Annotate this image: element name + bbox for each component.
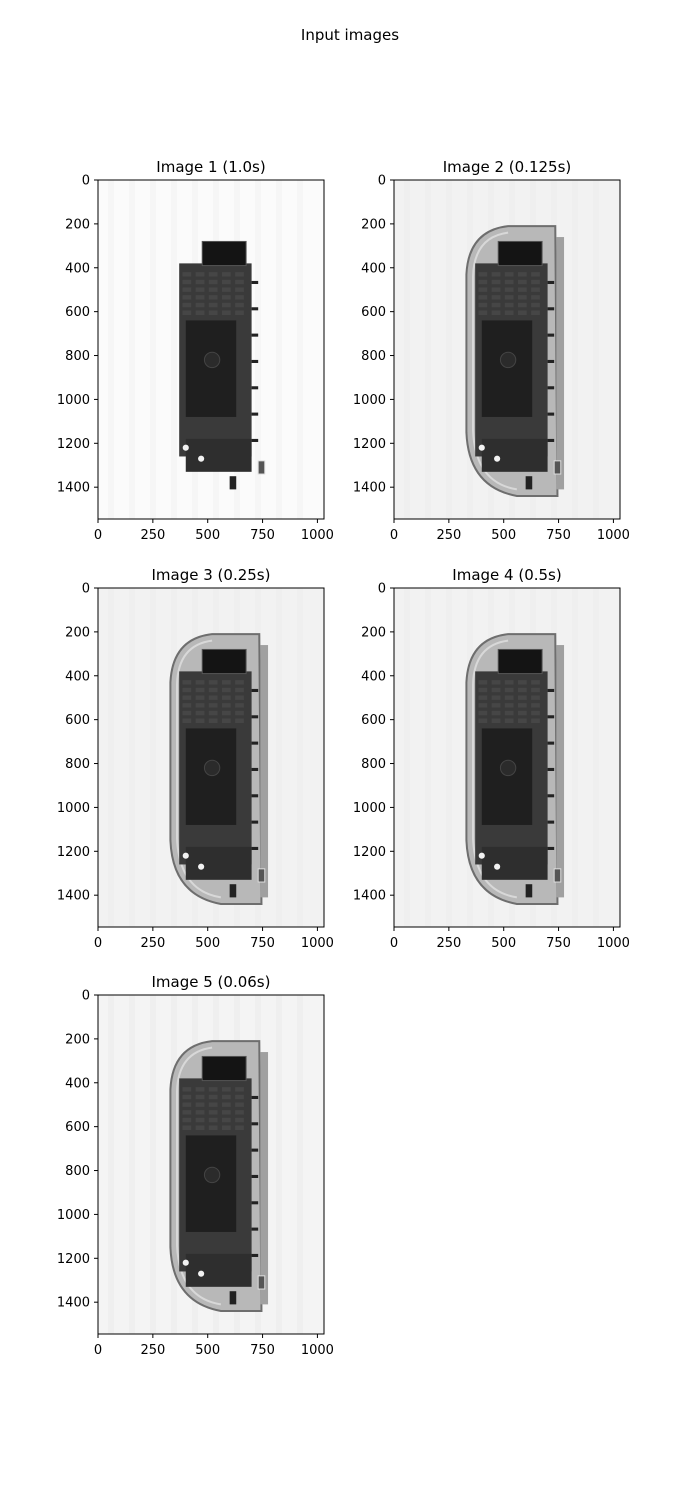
figure-title: Input images [300,26,400,44]
panel-2: Image 2 (0.125s) 0 250 500 750 1000 0 200 400 600… [334,150,640,563]
x-tick-label: 1000 [301,528,334,543]
x-tick-label: 0 [94,936,102,951]
y-tick-label: 0 [378,174,386,189]
xray-image [465,225,565,497]
y-tick-label: 800 [65,757,90,772]
y-tick-label: 1200 [57,1252,90,1267]
y-tick-label: 1200 [57,437,90,452]
y-tick-label: 400 [65,669,90,684]
y-tick-label: 400 [361,261,386,276]
x-tick-label: 1000 [301,936,334,951]
y-tick-label: 1000 [57,393,90,408]
y-tick-label: 800 [65,349,90,364]
y-tick-label: 200 [361,625,386,640]
y-tick-label: 600 [361,713,386,728]
y-tick-label: 200 [361,217,386,232]
y-tick-label: 1400 [57,889,90,904]
x-tick-label: 250 [140,936,165,951]
x-tick-label: 250 [140,528,165,543]
y-tick-label: 1400 [353,481,386,496]
x-tick-label: 750 [250,528,275,543]
panel-title: Image 2 (0.125s) [443,158,572,176]
y-tick-label: 200 [65,625,90,640]
x-tick-label: 750 [250,936,275,951]
axes-frame [97,994,325,1335]
y-tick-label: 1200 [353,845,386,860]
y-tick-label: 0 [378,582,386,597]
panel-5: Image 5 (0.06s) 0 250 500 750 1000 0 200 400 600 8… [38,965,344,1378]
panel-title: Image 1 (1.0s) [156,158,265,176]
x-tick-label: 1000 [597,528,630,543]
y-tick-label: 600 [65,713,90,728]
panel-5-axes: Image 5 (0.06s) 0 250 500 750 1000 0 200 400 600 8… [57,973,334,1358]
x-tick-label: 250 [436,936,461,951]
x-tick-label: 250 [436,528,461,543]
y-tick-label: 1000 [57,801,90,816]
y-tick-label: 1400 [57,1296,90,1311]
panel-3: Image 3 (0.25s) 0 250 500 750 1000 0 200 400 600 8… [38,558,344,971]
axes-frame [393,179,621,520]
y-tick-label: 1400 [353,889,386,904]
y-tick-label: 1000 [353,393,386,408]
x-tick-label: 500 [195,1343,220,1358]
x-tick-label: 0 [390,936,398,951]
axes-frame [97,587,325,928]
y-tick-label: 600 [361,305,386,320]
xray-image [169,633,269,905]
y-tick-label: 200 [65,1032,90,1047]
x-tick-label: 0 [390,528,398,543]
x-tick-label: 0 [94,1343,102,1358]
x-tick-label: 1000 [301,1343,334,1358]
y-tick-label: 600 [65,305,90,320]
x-tick-label: 500 [195,528,220,543]
x-tick-label: 250 [140,1343,165,1358]
y-tick-label: 600 [65,1120,90,1135]
y-tick-label: 1200 [353,437,386,452]
x-tick-label: 1000 [597,936,630,951]
axes-frame [97,179,325,520]
y-tick-label: 800 [65,1164,90,1179]
x-tick-label: 500 [491,936,516,951]
y-tick-label: 800 [361,349,386,364]
y-tick-label: 1000 [353,801,386,816]
panel-1: Image 1 (1.0s) 0 250 500 750 1000 0 200 400 600 80… [38,150,344,563]
panel-1-axes: Image 1 (1.0s) 0 250 500 750 1000 0 200 400 600 80… [57,158,334,543]
x-tick-label: 750 [250,1343,275,1358]
x-tick-label: 750 [546,936,571,951]
panel-4: Image 4 (0.5s) 0 250 500 750 1000 0 200 400 600 80… [334,558,640,971]
xray-image [465,633,565,905]
panel-3-axes: Image 3 (0.25s) 0 250 500 750 1000 0 200 400 600 8… [57,566,334,951]
panel-title: Image 4 (0.5s) [452,566,561,584]
y-tick-label: 400 [65,261,90,276]
x-tick-label: 500 [491,528,516,543]
x-tick-label: 500 [195,936,220,951]
y-tick-label: 200 [65,217,90,232]
y-tick-label: 400 [361,669,386,684]
panel-2-axes: Image 2 (0.125s) 0 250 500 750 1000 0 200 400 600… [353,158,630,543]
y-tick-label: 1000 [57,1208,90,1223]
xray-image [169,1040,269,1312]
x-tick-label: 0 [94,528,102,543]
y-tick-label: 400 [65,1076,90,1091]
xray-image [179,240,266,490]
y-tick-label: 1400 [57,481,90,496]
y-tick-label: 0 [82,582,90,597]
panel-4-axes: Image 4 (0.5s) 0 250 500 750 1000 0 200 400 600 80… [353,566,630,951]
y-tick-label: 0 [82,174,90,189]
axes-frame [393,587,621,928]
y-tick-label: 800 [361,757,386,772]
x-tick-label: 750 [546,528,571,543]
y-tick-label: 0 [82,989,90,1004]
panel-title: Image 3 (0.25s) [152,566,271,584]
y-tick-label: 1200 [57,845,90,860]
panel-title: Image 5 (0.06s) [152,973,271,991]
